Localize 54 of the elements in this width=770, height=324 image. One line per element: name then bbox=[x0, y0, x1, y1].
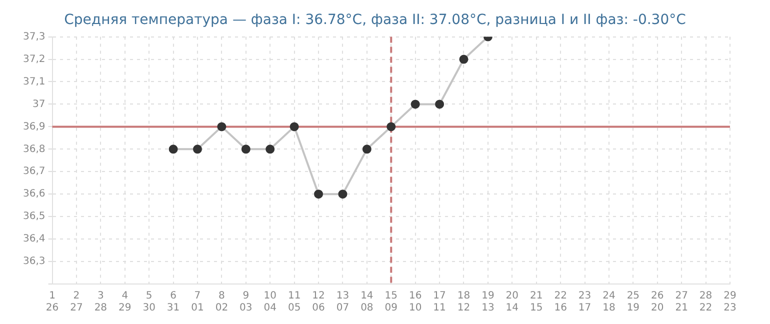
x-tick-label: 20 14 bbox=[506, 290, 519, 314]
x-tick-label: 5 30 bbox=[142, 290, 156, 314]
x-tick-label: 29 23 bbox=[724, 290, 736, 314]
point bbox=[362, 144, 372, 154]
x-tick-label: 13 07 bbox=[336, 290, 350, 314]
x-tick-label: 11 05 bbox=[288, 290, 301, 314]
x-tick-label: 22 16 bbox=[554, 290, 567, 314]
point bbox=[338, 190, 348, 199]
point bbox=[314, 190, 324, 199]
x-tick-label: 8 02 bbox=[215, 290, 228, 314]
x-tick-label: 10 04 bbox=[264, 290, 276, 314]
y-tick-label: 36,7 bbox=[23, 166, 46, 178]
x-tick-label: 3 28 bbox=[94, 290, 108, 314]
y-tick-label: 37,2 bbox=[23, 54, 46, 65]
x-tick-label: 25 19 bbox=[626, 290, 640, 314]
point bbox=[217, 122, 226, 132]
x-tick-label: 14 08 bbox=[360, 290, 374, 314]
point bbox=[410, 100, 420, 109]
y-tick-label: 37 bbox=[32, 98, 46, 110]
x-tick-label: 9 03 bbox=[240, 290, 252, 314]
y-tick-label: 36,9 bbox=[23, 121, 46, 132]
x-tick-label: 26 20 bbox=[651, 290, 664, 314]
y-tick-label: 36,3 bbox=[23, 256, 46, 268]
x-tick-label: 18 12 bbox=[457, 290, 470, 314]
x-tick-label: 23 17 bbox=[578, 290, 592, 314]
x-tick-label: 15 09 bbox=[384, 290, 398, 314]
point bbox=[192, 144, 202, 154]
x-tick-label: 21 15 bbox=[530, 290, 543, 314]
x-tick-label: 2 27 bbox=[70, 290, 83, 314]
y-tick-label: 36,5 bbox=[23, 211, 46, 222]
x-tick-label: 16 10 bbox=[408, 290, 422, 314]
x-tick-label: 24 18 bbox=[602, 290, 616, 314]
point bbox=[266, 144, 275, 154]
y-tick-label: 37,3 bbox=[23, 31, 46, 42]
y-tick-label: 36,8 bbox=[23, 144, 46, 155]
x-tick-label: 1 26 bbox=[46, 290, 59, 314]
point bbox=[290, 122, 299, 132]
point bbox=[459, 54, 468, 64]
x-tick-label: 19 13 bbox=[482, 290, 494, 314]
point bbox=[435, 100, 444, 109]
point bbox=[241, 144, 250, 154]
x-tick-label: 28 22 bbox=[699, 290, 712, 314]
y-tick-label: 36,4 bbox=[23, 234, 46, 245]
x-tick-label: 6 31 bbox=[166, 290, 180, 314]
point bbox=[386, 122, 396, 132]
point bbox=[168, 144, 178, 154]
x-tick-label: 12 06 bbox=[312, 290, 325, 314]
x-tick-label: 17 11 bbox=[433, 290, 446, 314]
chart-title: Средняя температура — фаза I: 36.78°C, фаза II: 37.08°C, разница I и II фаз: -0.30°C bbox=[64, 12, 686, 28]
x-tick-label: 27 21 bbox=[675, 290, 688, 314]
y-tick-label: 37,1 bbox=[23, 76, 46, 88]
x-tick-label: 7 01 bbox=[191, 290, 204, 314]
y-tick-label: 36,6 bbox=[23, 188, 46, 200]
x-tick-label: 4 29 bbox=[118, 290, 132, 314]
